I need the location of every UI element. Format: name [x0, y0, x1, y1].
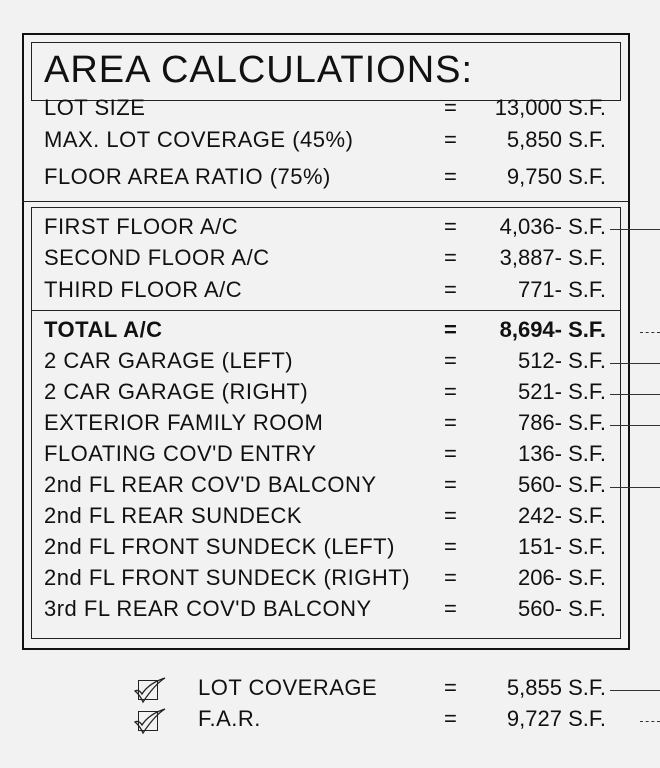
- equals-sign: =: [444, 534, 457, 559]
- areas-row: 2nd FL FRONT SUNDECK (LEFT) = 151- S.F.: [0, 533, 660, 561]
- row-label: THIRD FLOOR A/C: [44, 277, 243, 302]
- row-label: LOT COVERAGE: [198, 675, 378, 700]
- leader-line: [610, 394, 660, 395]
- areas-row: EXTERIOR FAMILY ROOM = 786- S.F.: [0, 409, 660, 437]
- row-label: FLOOR AREA RATIO (75%): [44, 164, 331, 189]
- equals-sign: =: [444, 245, 457, 270]
- row-label: 2 CAR GARAGE (RIGHT): [44, 379, 309, 404]
- leader-line: [640, 332, 660, 333]
- row-value: 136- S.F.: [517, 441, 606, 466]
- checkmark-box-icon: [133, 677, 166, 704]
- row-value: 13,000 S.F.: [494, 95, 606, 120]
- areas-row: 2nd FL REAR COV'D BALCONY = 560- S.F.: [0, 471, 660, 499]
- equals-sign: =: [444, 565, 457, 590]
- areas-row: TOTAL A/C = 8,694- S.F.: [0, 316, 660, 344]
- leader-line: [610, 425, 660, 426]
- row-label: F.A.R.: [198, 706, 261, 731]
- floors-divider: [31, 310, 621, 311]
- row-label: 3rd FL REAR COV'D BALCONY: [44, 596, 372, 621]
- equals-sign: =: [444, 317, 457, 342]
- row-value: 560- S.F.: [517, 596, 606, 621]
- title-box: [31, 42, 621, 101]
- row-value: 560- S.F.: [517, 472, 606, 497]
- areas-row: 2 CAR GARAGE (RIGHT) = 521- S.F.: [0, 378, 660, 406]
- site-row: LOT SIZE = 13,000 S.F.: [0, 94, 660, 122]
- areas-row: 2nd FL FRONT SUNDECK (RIGHT) = 206- S.F.: [0, 564, 660, 592]
- row-value: 786- S.F.: [517, 410, 606, 435]
- equals-sign: =: [444, 95, 457, 120]
- row-value: 5,855 S.F.: [506, 675, 606, 700]
- leader-line: [610, 363, 660, 364]
- site-row: FLOOR AREA RATIO (75%) = 9,750 S.F.: [0, 163, 660, 191]
- row-value: 3,887- S.F.: [499, 245, 606, 270]
- row-value: 4,036- S.F.: [499, 214, 606, 239]
- leader-line: [610, 229, 660, 230]
- equals-sign: =: [444, 706, 457, 731]
- equals-sign: =: [444, 503, 457, 528]
- leader-line: [640, 721, 660, 722]
- site-row: MAX. LOT COVERAGE (45%) = 5,850 S.F.: [0, 126, 660, 154]
- areas-row: 3rd FL REAR COV'D BALCONY = 560- S.F.: [0, 595, 660, 623]
- row-value: 242- S.F.: [517, 503, 606, 528]
- equals-sign: =: [444, 214, 457, 239]
- floors-row: THIRD FLOOR A/C = 771- S.F.: [0, 276, 660, 304]
- row-label: TOTAL A/C: [44, 317, 163, 342]
- leader-line: [610, 690, 660, 691]
- equals-sign: =: [444, 441, 457, 466]
- equals-sign: =: [444, 472, 457, 497]
- row-label: FIRST FLOOR A/C: [44, 214, 239, 239]
- row-label: 2 CAR GARAGE (LEFT): [44, 348, 294, 373]
- floors-row: SECOND FLOOR A/C = 3,887- S.F.: [0, 244, 660, 272]
- row-value: 771- S.F.: [517, 277, 606, 302]
- equals-sign: =: [444, 675, 457, 700]
- row-label: LOT SIZE: [44, 95, 146, 120]
- row-label: SECOND FLOOR A/C: [44, 245, 270, 270]
- equals-sign: =: [444, 596, 457, 621]
- row-label: FLOATING COV'D ENTRY: [44, 441, 317, 466]
- row-value: 206- S.F.: [517, 565, 606, 590]
- equals-sign: =: [444, 379, 457, 404]
- checks-row: LOT COVERAGE = 5,855 S.F.: [0, 674, 660, 702]
- equals-sign: =: [444, 277, 457, 302]
- equals-sign: =: [444, 164, 457, 189]
- row-value: 5,850 S.F.: [506, 127, 606, 152]
- row-value: 151- S.F.: [517, 534, 606, 559]
- row-value: 512- S.F.: [517, 348, 606, 373]
- row-label: 2nd FL FRONT SUNDECK (LEFT): [44, 534, 395, 559]
- page-title: AREA CALCULATIONS:: [44, 49, 474, 91]
- section-divider: [22, 201, 628, 202]
- row-value: 9,727 S.F.: [506, 706, 606, 731]
- row-value: 9,750 S.F.: [506, 164, 606, 189]
- row-label: EXTERIOR FAMILY ROOM: [44, 410, 324, 435]
- areas-row: 2nd FL REAR SUNDECK = 242- S.F.: [0, 502, 660, 530]
- row-value: 521- S.F.: [517, 379, 606, 404]
- areas-box: [31, 207, 621, 639]
- areas-row: FLOATING COV'D ENTRY = 136- S.F.: [0, 440, 660, 468]
- row-label: MAX. LOT COVERAGE (45%): [44, 127, 354, 152]
- equals-sign: =: [444, 348, 457, 373]
- row-label: 2nd FL FRONT SUNDECK (RIGHT): [44, 565, 411, 590]
- equals-sign: =: [444, 127, 457, 152]
- checks-row: F.A.R. = 9,727 S.F.: [0, 705, 660, 733]
- equals-sign: =: [444, 410, 457, 435]
- row-label: 2nd FL REAR COV'D BALCONY: [44, 472, 377, 497]
- areas-row: 2 CAR GARAGE (LEFT) = 512- S.F.: [0, 347, 660, 375]
- floors-row: FIRST FLOOR A/C = 4,036- S.F.: [0, 213, 660, 241]
- row-label: 2nd FL REAR SUNDECK: [44, 503, 303, 528]
- area-calculations-frame: [22, 33, 630, 650]
- checkmark-box-icon: [133, 708, 166, 735]
- leader-line: [610, 487, 660, 488]
- row-value: 8,694- S.F.: [499, 317, 606, 342]
